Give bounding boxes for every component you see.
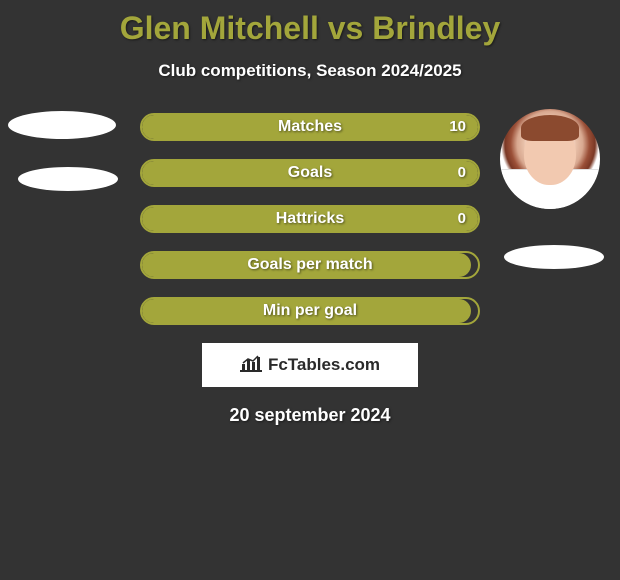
stat-bar-label: Matches (142, 115, 478, 139)
placeholder-ellipse (18, 167, 118, 191)
player-avatar (500, 109, 600, 209)
stat-bar-label: Goals per match (142, 253, 478, 277)
stat-bar-label: Hattricks (142, 207, 478, 231)
comparison-content: Matches10Goals0Hattricks0Goals per match… (0, 113, 620, 426)
stat-bar-value-right: 0 (458, 207, 466, 231)
stat-bar: Min per goal (140, 297, 480, 325)
date-text: 20 september 2024 (0, 405, 620, 426)
stat-bar-value-right: 0 (458, 161, 466, 185)
stat-bar: Goals0 (140, 159, 480, 187)
placeholder-ellipse (8, 111, 116, 139)
stat-bar: Hattricks0 (140, 205, 480, 233)
branding-chart-icon (240, 354, 262, 377)
page-subtitle: Club competitions, Season 2024/2025 (0, 61, 620, 81)
branding-box: FcTables.com (202, 343, 418, 387)
stat-bar: Matches10 (140, 113, 480, 141)
stat-bar-label: Min per goal (142, 299, 478, 323)
stat-bar-value-right: 10 (449, 115, 466, 139)
avatar-hair (521, 115, 579, 141)
page-title: Glen Mitchell vs Brindley (0, 0, 620, 47)
stat-bars: Matches10Goals0Hattricks0Goals per match… (140, 113, 480, 325)
branding-text: FcTables.com (268, 355, 380, 375)
placeholder-ellipse (504, 245, 604, 269)
stat-bar: Goals per match (140, 251, 480, 279)
stat-bar-label: Goals (142, 161, 478, 185)
right-player-area (500, 109, 604, 269)
left-player-placeholder (8, 111, 118, 191)
